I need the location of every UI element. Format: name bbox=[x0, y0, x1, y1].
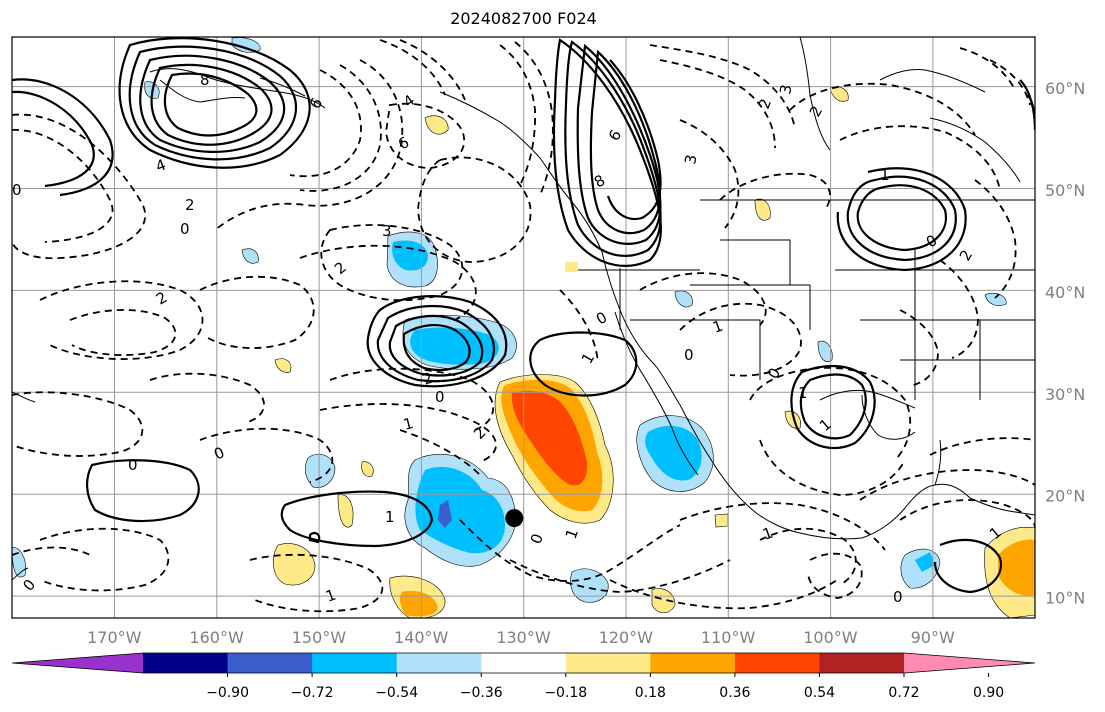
lat-tick-label: 10°N bbox=[1045, 589, 1085, 608]
location-marker bbox=[505, 509, 524, 528]
contour-label: 3 bbox=[776, 83, 795, 96]
contour-label: 8 bbox=[200, 71, 210, 89]
lat-tick-label: 40°N bbox=[1045, 283, 1085, 302]
colorbar-segment bbox=[143, 653, 229, 673]
contour-label: 1 bbox=[385, 508, 395, 526]
contour-label: 1 bbox=[798, 384, 808, 402]
colorbar-extend-high bbox=[904, 653, 1035, 673]
contour-label: 1 bbox=[880, 166, 890, 184]
colorbar-tick-label: −0.36 bbox=[460, 685, 503, 701]
cold-anomaly-central-deep bbox=[438, 500, 452, 528]
contour-label: 0 bbox=[180, 220, 190, 238]
colorbar-tick-label: −0.54 bbox=[375, 685, 418, 701]
map-area: 8 6 4 2 0 0 2 3 2 2 0 1 0 2 6 4 0 1 1 0 … bbox=[12, 37, 1035, 618]
lon-tick-label: 140°W bbox=[394, 628, 449, 647]
lon-tick-label: 120°W bbox=[599, 628, 654, 647]
colorbar-tick-label: 0.36 bbox=[719, 685, 750, 701]
contour-label: 0 bbox=[435, 388, 445, 406]
lat-tick-label: 60°N bbox=[1045, 79, 1085, 98]
graticule bbox=[12, 37, 1035, 618]
contour-label: 0 bbox=[12, 181, 22, 199]
colorbar-segment bbox=[396, 653, 482, 673]
lat-tick-label: 30°N bbox=[1045, 385, 1085, 404]
longitude-labels: 170°W 160°W 150°W 140°W 130°W 120°W 110°W 100°W… bbox=[87, 628, 955, 647]
colorbar-segment bbox=[481, 653, 567, 673]
lon-tick-label: 160°W bbox=[189, 628, 244, 647]
colorbar-tick-label: 0.54 bbox=[804, 685, 835, 701]
lon-tick-label: 130°W bbox=[496, 628, 551, 647]
colorbar-outline bbox=[11, 652, 1036, 674]
dashed-contours bbox=[12, 39, 1035, 613]
marker-layer bbox=[505, 509, 524, 528]
colorbar-extend-low bbox=[12, 653, 143, 673]
contour-label: 0 bbox=[128, 456, 138, 474]
coastlines bbox=[12, 37, 1035, 581]
colorbar: −0.90 −0.72 −0.54 −0.36 −0.18 0.18 0.36 0.54 0.7… bbox=[11, 652, 1036, 701]
cold-anomaly-central-core bbox=[415, 466, 505, 554]
colorbar-tick-label: −0.72 bbox=[291, 685, 334, 701]
colorbar-tick-label: 0.18 bbox=[635, 685, 666, 701]
map-frame bbox=[11, 36, 1036, 619]
lon-tick-label: 90°W bbox=[911, 628, 955, 647]
colorbar-tick-label: 0.90 bbox=[973, 685, 1004, 701]
contour-label: 2 bbox=[185, 196, 195, 214]
lat-tick-label: 50°N bbox=[1045, 181, 1085, 200]
lat-tick-label: 20°N bbox=[1045, 487, 1085, 506]
solid-contours bbox=[12, 37, 1035, 594]
colorbar-tick-label: −0.18 bbox=[544, 685, 587, 701]
colorbar-segment bbox=[312, 653, 398, 673]
contour-label: 0 bbox=[684, 346, 694, 364]
latitude-labels: 60°N 50°N 40°N 30°N 20°N 10°N bbox=[1045, 79, 1085, 608]
lon-tick-label: 150°W bbox=[292, 628, 347, 647]
colorbar-segment bbox=[565, 653, 651, 673]
contour-label: 3 bbox=[382, 222, 392, 240]
warm-anomaly-core bbox=[511, 390, 588, 486]
colorbar-segment bbox=[650, 653, 736, 673]
lon-tick-label: 100°W bbox=[803, 628, 858, 647]
contour-label: 1 bbox=[401, 414, 415, 434]
cold-anomaly-baja-core bbox=[645, 425, 702, 481]
colorbar-segment bbox=[819, 653, 905, 673]
chart-title: 2024082700 F024 bbox=[450, 9, 597, 28]
lon-tick-label: 110°W bbox=[701, 628, 756, 647]
colorbar-tick-label: 0.72 bbox=[888, 685, 919, 701]
colorbar-segment bbox=[734, 653, 820, 673]
contour-label: 0 bbox=[893, 588, 903, 606]
contour-label: 3 bbox=[681, 153, 700, 166]
lon-tick-label: 170°W bbox=[87, 628, 142, 647]
colorbar-segment bbox=[227, 653, 313, 673]
colorbar-tick-label: −0.90 bbox=[206, 685, 249, 701]
